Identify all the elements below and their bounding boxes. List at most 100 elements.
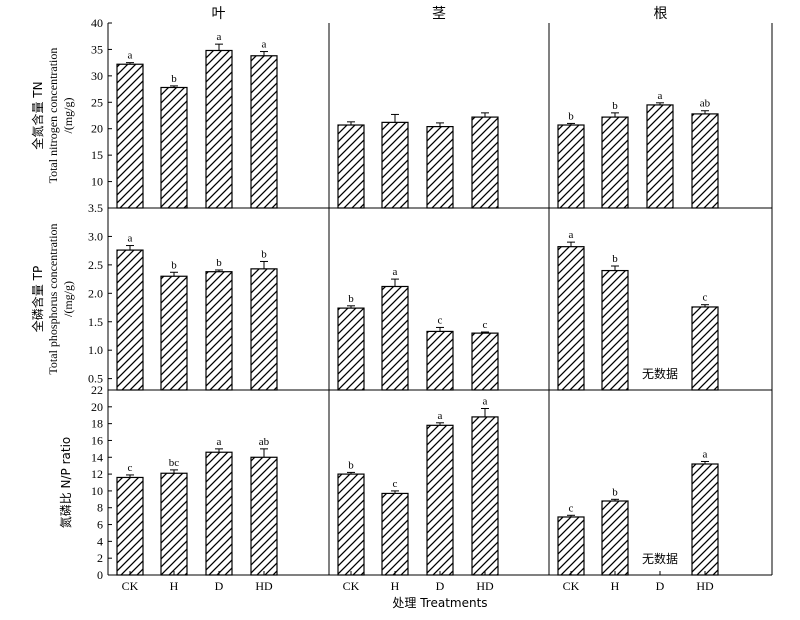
- significance-label: a: [569, 229, 574, 241]
- bar: [337, 307, 365, 391]
- y-tick-label: 2.0: [88, 286, 103, 300]
- bar: [691, 463, 719, 576]
- significance-label: c: [569, 502, 574, 514]
- y-tick-label: 1.0: [88, 343, 103, 357]
- significance-label: a: [658, 90, 663, 102]
- bar: [160, 275, 188, 391]
- x-tick-label: HD: [476, 579, 494, 593]
- bar: [116, 249, 144, 391]
- y-tick-label: 18: [91, 417, 103, 431]
- column-title: 叶: [212, 6, 226, 22]
- bar: [160, 472, 188, 576]
- bar: [337, 124, 365, 209]
- significance-label: a: [438, 410, 443, 422]
- significance-label: b: [348, 293, 354, 305]
- x-tick-label: HD: [255, 579, 273, 593]
- significance-label: ab: [259, 436, 270, 448]
- no-data-label: 无数据: [642, 551, 678, 566]
- bar: [426, 424, 454, 576]
- bar: [250, 456, 278, 576]
- significance-label: b: [171, 73, 177, 85]
- bar: [381, 492, 409, 576]
- x-tick-label: D: [656, 579, 665, 593]
- x-tick-label: HD: [696, 579, 714, 593]
- bar: [557, 516, 585, 576]
- significance-label: b: [612, 486, 618, 498]
- y-tick-label: 10: [91, 175, 103, 189]
- bar: [116, 63, 144, 209]
- significance-label: b: [348, 459, 354, 471]
- y-axis-label: /(mg/g): [61, 98, 75, 134]
- significance-label: a: [217, 436, 222, 448]
- y-axis-label: Total phosphorus concentration: [46, 223, 60, 374]
- significance-label: b: [171, 259, 177, 271]
- bar: [601, 269, 629, 391]
- y-tick-label: 0: [97, 568, 103, 582]
- y-tick-label: 12: [91, 467, 103, 481]
- significance-label: b: [612, 100, 618, 112]
- y-tick-label: 10: [91, 484, 103, 498]
- bar: [471, 416, 499, 576]
- bar: [381, 285, 409, 391]
- significance-label: a: [703, 448, 708, 460]
- bar: [691, 113, 719, 209]
- significance-label: bc: [169, 457, 180, 469]
- x-tick-label: H: [611, 579, 620, 593]
- x-tick-label: D: [215, 579, 224, 593]
- y-tick-label: 2.5: [88, 258, 103, 272]
- significance-label: b: [612, 253, 618, 265]
- bar: [337, 473, 365, 576]
- y-tick-label: 8: [97, 501, 103, 515]
- bar: [381, 121, 409, 209]
- y-axis-label: 全磷含量 TP: [30, 266, 45, 332]
- y-tick-label: 6: [97, 518, 103, 532]
- x-tick-label: D: [436, 579, 445, 593]
- y-tick-label: 3.0: [88, 229, 103, 243]
- y-tick-label: 1.5: [88, 315, 103, 329]
- y-axis-label: /(mg/g): [61, 281, 75, 317]
- bar: [205, 49, 233, 209]
- y-tick-label: 20: [91, 122, 103, 136]
- bar: [601, 500, 629, 576]
- bar: [205, 271, 233, 391]
- y-tick-label: 0.5: [88, 372, 103, 386]
- column-title: 茎: [432, 6, 446, 22]
- y-tick-label: 35: [91, 42, 103, 56]
- y-tick-label: 22: [91, 383, 103, 397]
- x-tick-label: H: [391, 579, 400, 593]
- plot-frame: 叶茎根10152025303540全氮含量 TN Total nitrogen c…: [30, 6, 773, 610]
- significance-label: a: [128, 233, 133, 245]
- bar: [250, 55, 278, 209]
- significance-label: c: [703, 292, 708, 304]
- bar: [471, 116, 499, 209]
- bar: [557, 246, 585, 391]
- bar: [426, 125, 454, 209]
- significance-label: a: [483, 396, 488, 408]
- significance-label: c: [393, 478, 398, 490]
- x-tick-label: H: [170, 579, 179, 593]
- significance-label: ab: [700, 98, 711, 110]
- bar: [160, 86, 188, 209]
- bar: [250, 268, 278, 391]
- y-tick-label: 15: [91, 148, 103, 162]
- significance-label: a: [393, 266, 398, 278]
- y-tick-label: 14: [91, 450, 103, 464]
- bar: [557, 124, 585, 209]
- y-tick-label: 30: [91, 69, 103, 83]
- column-title: 根: [654, 6, 668, 22]
- y-axis-label: Total nitrogen concentration: [46, 48, 60, 184]
- y-axis-label: 全氮含量 TN: [30, 81, 45, 149]
- bar: [601, 116, 629, 209]
- significance-label: c: [438, 314, 443, 326]
- significance-label: a: [128, 50, 133, 62]
- no-data-label: 无数据: [642, 366, 678, 381]
- x-tick-label: CK: [122, 579, 139, 593]
- y-axis-label: 氮磷比 N/P ratio: [58, 437, 73, 529]
- bar: [691, 306, 719, 391]
- significance-label: a: [262, 39, 267, 51]
- significance-label: c: [483, 319, 488, 331]
- significance-label: b: [568, 110, 574, 122]
- significance-label: c: [128, 462, 133, 474]
